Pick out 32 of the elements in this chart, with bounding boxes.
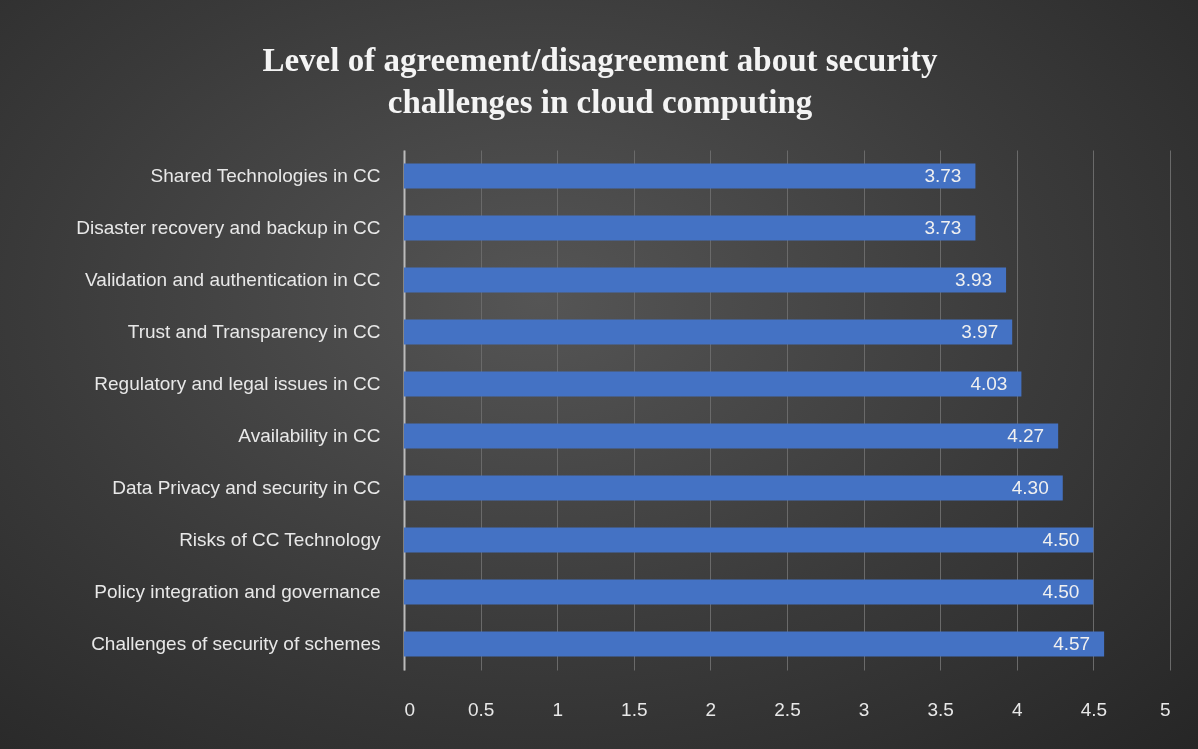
y-tick-label: Risks of CC Technology <box>179 529 381 550</box>
data-label: 3.93 <box>955 269 993 290</box>
y-tick-label: Regulatory and legal issues in CC <box>94 373 381 394</box>
x-tick-label: 5 <box>1159 698 1171 720</box>
data-label: 4.03 <box>970 373 1008 394</box>
data-label: 4.30 <box>1011 477 1049 498</box>
chart-title: Level of agreement/disagreement about security challenges in cloud computing <box>262 42 939 120</box>
data-label: 3.97 <box>961 321 999 342</box>
x-tick-label: 0 <box>404 698 416 720</box>
y-tick-label: Policy integration and governance <box>94 581 381 602</box>
y-tick-label: Validation and authentication in CC <box>85 269 381 290</box>
y-tick-label: Shared Technologies in CC <box>150 165 381 186</box>
x-tick-label: 2.5 <box>774 698 801 720</box>
x-tick-label: 3 <box>858 698 870 720</box>
data-label: 3.73 <box>924 165 962 186</box>
x-tick-label: 2 <box>705 698 717 720</box>
x-tick-label: 1.5 <box>621 698 648 720</box>
x-tick-label: 3.5 <box>927 698 954 720</box>
y-tick-label: Availability in CC <box>238 425 381 446</box>
data-label: 4.27 <box>1007 425 1045 446</box>
data-label: 4.50 <box>1042 529 1080 550</box>
y-tick-label: Challenges of security of schemes <box>91 633 381 654</box>
data-label: 4.57 <box>1053 633 1091 654</box>
x-tick-label: 0.5 <box>467 698 495 720</box>
x-tick-label: 4.5 <box>1080 698 1108 720</box>
x-tick-label: 1 <box>552 698 563 720</box>
y-tick-label: Trust and Transparency in CC <box>127 321 381 342</box>
y-tick-label: Data Privacy and security in CC <box>112 477 381 498</box>
data-label: 4.50 <box>1042 581 1080 602</box>
x-tick-label: 4 <box>1012 698 1024 720</box>
y-tick-label: Disaster recovery and backup in CC <box>76 217 381 238</box>
data-label: 3.73 <box>924 217 962 238</box>
